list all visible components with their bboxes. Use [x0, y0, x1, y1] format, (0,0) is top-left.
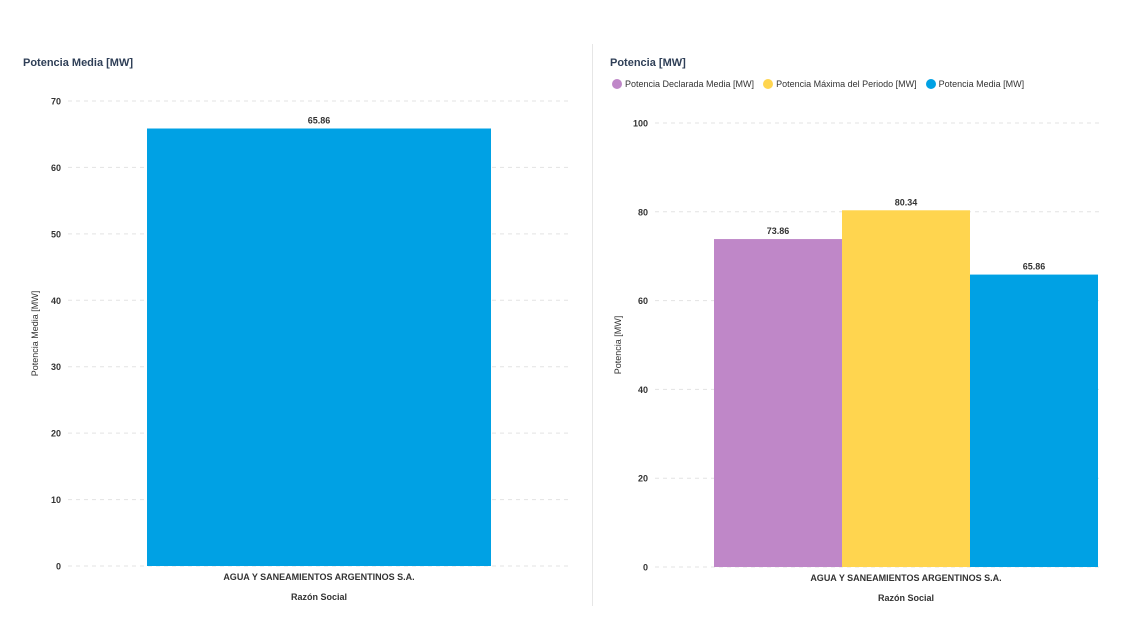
y-tick-label: 40	[638, 385, 648, 395]
x-tick-label: AGUA Y SANEAMIENTOS ARGENTINOS S.A.	[810, 573, 1001, 583]
chart-title: Potencia Media [MW]	[23, 57, 134, 69]
legend-item[interactable]: Potencia Declarada Media [MW]	[612, 79, 754, 89]
chart-potencia-media: Potencia Media [MW] 0 10 20 30 40 50 60 70 65.86…	[23, 57, 568, 602]
bar	[842, 210, 970, 567]
y-tick-label: 40	[51, 296, 61, 306]
data-label: 80.34	[895, 197, 918, 207]
chart-legend: Potencia Declarada Media [MW] Potencia Má…	[612, 79, 1033, 89]
x-axis-title: Razón Social	[878, 593, 934, 603]
y-tick-label: 0	[56, 562, 61, 572]
y-tick-label: 10	[51, 495, 61, 505]
y-tick-label: 100	[633, 119, 648, 129]
y-tick-label: 20	[638, 474, 648, 484]
y-tick-label: 60	[51, 163, 61, 173]
legend-item[interactable]: Potencia Media [MW]	[925, 79, 1025, 89]
legend-swatch-icon	[612, 79, 622, 89]
chart-plot-area: 0 10 20 30 40 50 60 70 65.86 AGUA Y SANEAMIENTOS …	[30, 97, 568, 602]
x-axis-title: Razón Social	[291, 592, 347, 602]
bar	[714, 239, 842, 568]
y-axis-title: Potencia [MW]	[613, 316, 623, 375]
chart-title: Potencia [MW]	[610, 57, 686, 69]
legend-swatch-icon	[925, 79, 936, 89]
bar	[147, 128, 491, 566]
legend-item[interactable]: Potencia Máxima del Periodo [MW]	[763, 79, 917, 89]
chart-plot-area: 0 20 40 60 80 100 73.86 80.34 65.86 AGUA Y SANEAM…	[613, 119, 1100, 603]
legend-swatch-icon	[763, 79, 774, 89]
y-axis-title: Potencia Media [MW]	[30, 291, 40, 377]
data-label: 65.86	[308, 116, 331, 126]
y-tick-label: 70	[51, 97, 61, 107]
y-tick-label: 80	[638, 207, 648, 217]
legend-label: Potencia Media [MW]	[938, 79, 1025, 89]
data-label: 65.86	[1023, 262, 1046, 272]
chart-divider	[592, 44, 593, 606]
data-label: 73.86	[767, 226, 790, 236]
y-tick-label: 30	[51, 362, 61, 372]
bar	[970, 274, 1098, 567]
y-tick-label: 20	[51, 429, 61, 439]
y-tick-label: 0	[643, 563, 648, 573]
legend-label: Potencia Máxima del Periodo [MW]	[776, 79, 917, 89]
y-tick-label: 50	[51, 229, 61, 239]
y-tick-label: 60	[638, 296, 648, 306]
legend-label: Potencia Declarada Media [MW]	[625, 79, 755, 89]
chart-potencia: Potencia [MW] Potencia Declarada Media […	[595, 0, 1125, 636]
x-tick-label: AGUA Y SANEAMIENTOS ARGENTINOS S.A.	[223, 572, 414, 582]
